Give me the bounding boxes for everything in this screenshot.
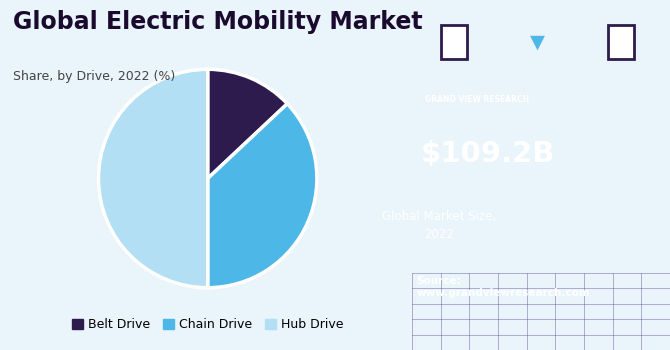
Text: ▼: ▼ — [530, 33, 545, 51]
Text: Global Market Size,
2022: Global Market Size, 2022 — [382, 210, 496, 241]
Wedge shape — [208, 69, 287, 178]
Text: $109.2B: $109.2B — [421, 140, 555, 168]
Text: Share, by Drive, 2022 (%): Share, by Drive, 2022 (%) — [13, 70, 176, 83]
Wedge shape — [208, 104, 317, 288]
Wedge shape — [98, 69, 208, 288]
Text: GRAND VIEW RESEARCH: GRAND VIEW RESEARCH — [425, 94, 529, 104]
Text: Global Electric Mobility Market: Global Electric Mobility Market — [13, 10, 423, 35]
Text: Source:
www.grandviewresearch.com: Source: www.grandviewresearch.com — [417, 276, 590, 298]
Legend: Belt Drive, Chain Drive, Hub Drive: Belt Drive, Chain Drive, Hub Drive — [67, 313, 348, 336]
